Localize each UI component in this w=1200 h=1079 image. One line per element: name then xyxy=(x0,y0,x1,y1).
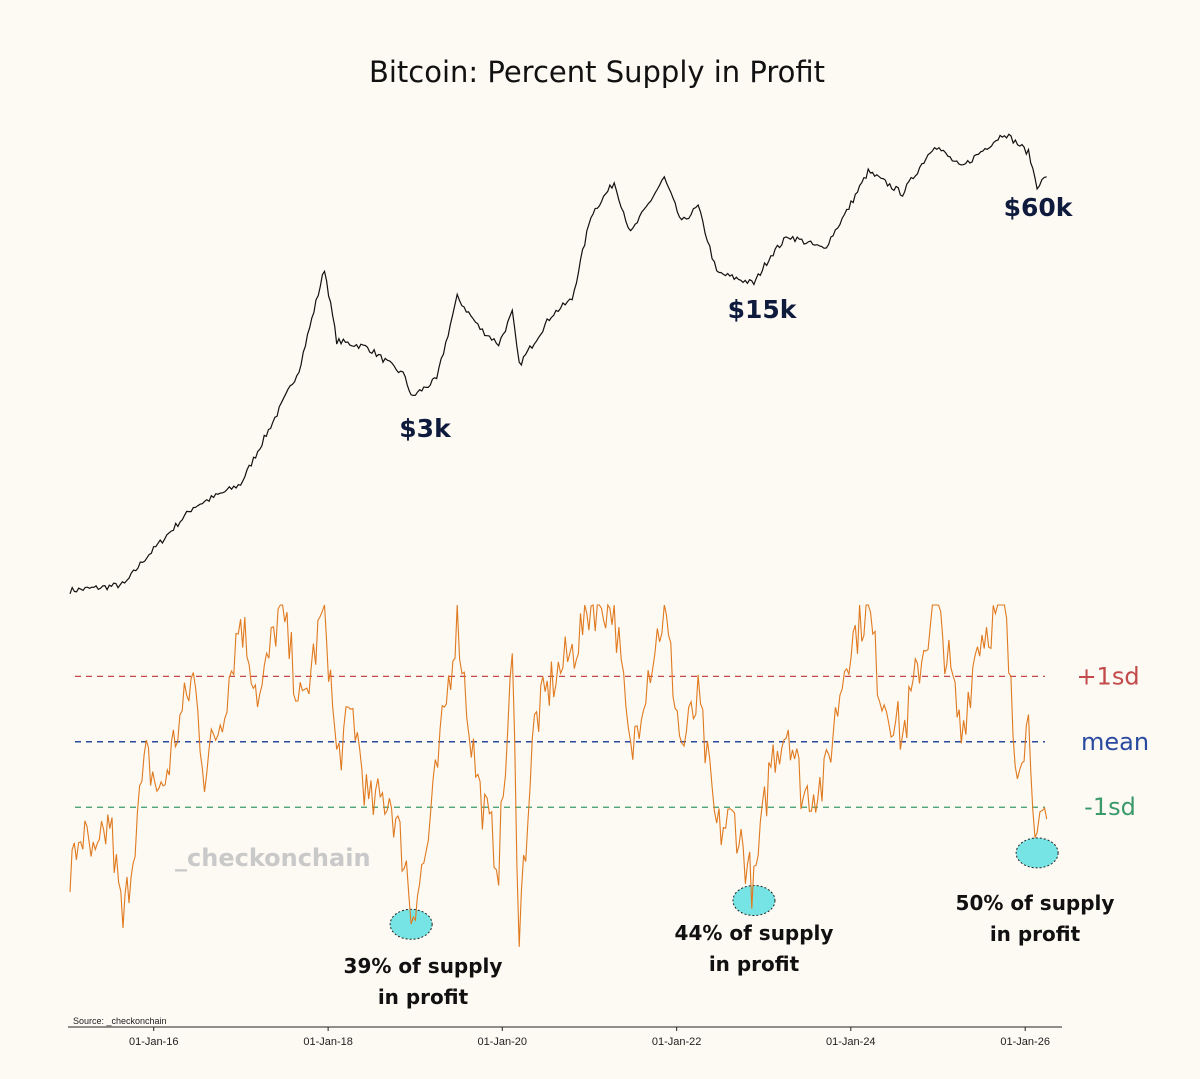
x-axis-ticks: 01-Jan-16 01-Jan-18 01-Jan-20 01-Jan-22 01-J… xyxy=(129,1027,1050,1048)
annotation-2026-line2: in profit xyxy=(990,922,1081,946)
annotation-2026: 50% of supply in profit xyxy=(956,891,1115,946)
price-low-2018-label: $3k xyxy=(399,414,452,443)
chart-title: Bitcoin: Percent Supply in Profit xyxy=(369,55,825,89)
annotation-2018-line2: in profit xyxy=(378,985,469,1009)
price-current-label: $60k xyxy=(1004,193,1074,222)
low-highlight-marker xyxy=(732,885,776,917)
annotation-2018: 39% of supply in profit xyxy=(344,954,503,1009)
annotation-2022: 44% of supply in profit xyxy=(675,921,834,976)
x-tick-label: 01-Jan-22 xyxy=(652,1036,702,1048)
x-tick-label: 01-Jan-16 xyxy=(129,1036,179,1048)
annotation-2018-line1: 39% of supply xyxy=(344,954,503,978)
x-tick-label: 01-Jan-26 xyxy=(1000,1036,1050,1048)
annotation-2022-line1: 44% of supply xyxy=(675,921,834,945)
supply-in-profit-line xyxy=(69,603,1048,947)
low-highlight-marker xyxy=(1015,837,1059,869)
low-highlight-marker xyxy=(389,908,433,940)
x-tick-label: 01-Jan-18 xyxy=(303,1036,353,1048)
highlight-markers xyxy=(389,837,1059,940)
minus-1sd-label: -1sd xyxy=(1084,793,1136,821)
source-note: Source: _checkonchain xyxy=(73,1016,167,1026)
watermark: _checkonchain xyxy=(175,844,371,872)
plus-1sd-label: +1sd xyxy=(1076,662,1139,690)
sd-bands: +1sd mean -1sd xyxy=(75,662,1149,821)
price-low-2022-label: $15k xyxy=(728,295,798,324)
mean-label: mean xyxy=(1081,728,1149,756)
annotation-2026-line1: 50% of supply xyxy=(956,891,1115,915)
x-tick-label: 01-Jan-24 xyxy=(826,1036,876,1048)
annotation-2022-line2: in profit xyxy=(709,952,800,976)
price-line xyxy=(69,133,1047,595)
x-tick-label: 01-Jan-20 xyxy=(477,1036,527,1048)
